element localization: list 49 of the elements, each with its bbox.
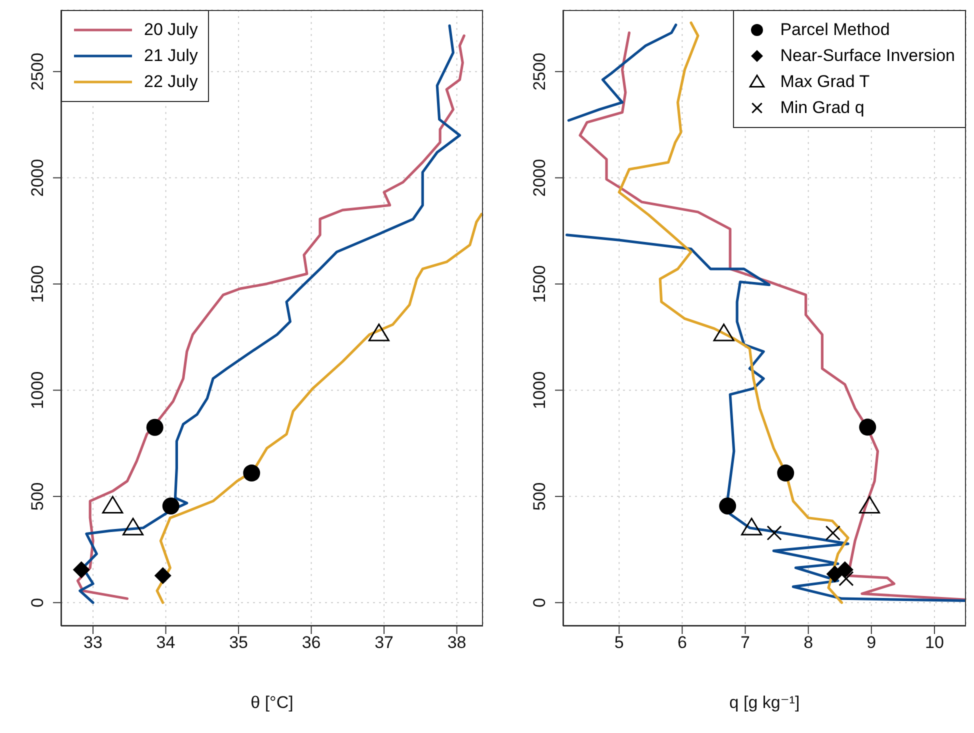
point <box>243 464 260 482</box>
x-tick-label: 33 <box>84 633 102 652</box>
x-tick-label: 35 <box>229 633 248 652</box>
point <box>122 518 144 536</box>
x-tick-label: 5 <box>614 633 624 652</box>
y-tick-label: 1500 <box>28 265 47 303</box>
y-tick-label: 2500 <box>28 52 47 91</box>
point <box>146 418 164 436</box>
y-tick-label: 500 <box>28 482 47 511</box>
point <box>777 464 794 482</box>
legend-label: 22 July <box>144 71 198 93</box>
y-tick-label: 0 <box>530 598 549 608</box>
legend-label: Max Grad T <box>780 71 870 93</box>
y-tick-label: 2000 <box>28 158 47 197</box>
point <box>162 497 180 514</box>
y-tick-label: 1000 <box>28 371 47 410</box>
y-tick-label: 1500 <box>530 265 549 303</box>
x-tick-label: 8 <box>804 633 814 652</box>
point <box>72 561 90 578</box>
x-tick-label: 10 <box>925 633 944 652</box>
line-series <box>156 212 483 604</box>
point <box>154 567 172 584</box>
x-tick-label: 36 <box>302 633 321 652</box>
legend-label: Min Grad q <box>780 97 864 119</box>
x-tick-label: 9 <box>866 633 876 652</box>
point <box>858 496 880 514</box>
x-tick-label: 34 <box>156 633 176 652</box>
legend-label: Parcel Method <box>780 19 890 41</box>
point <box>368 324 390 342</box>
legend-label: 20 July <box>144 19 198 41</box>
legend-label: Near-Surface Inversion <box>780 45 955 67</box>
y-tick-label: 2500 <box>530 52 549 91</box>
point <box>102 496 124 514</box>
x-tick-label: 7 <box>740 633 750 652</box>
x-tick-label: 38 <box>447 633 466 652</box>
x-axis-title: q [g kg⁻¹] <box>729 693 800 712</box>
x-axis-title: θ [°C] <box>250 693 294 712</box>
y-tick-label: 1000 <box>530 371 549 410</box>
legend-label: 21 July <box>144 45 198 67</box>
point <box>859 418 876 436</box>
point <box>719 497 736 514</box>
x-tick-label: 6 <box>677 633 687 652</box>
y-tick-label: 500 <box>530 482 549 511</box>
point <box>836 561 854 578</box>
y-tick-label: 2000 <box>530 158 549 197</box>
y-tick-label: 0 <box>28 598 47 608</box>
x-tick-label: 37 <box>374 633 394 652</box>
point <box>741 518 762 536</box>
point <box>713 324 734 342</box>
